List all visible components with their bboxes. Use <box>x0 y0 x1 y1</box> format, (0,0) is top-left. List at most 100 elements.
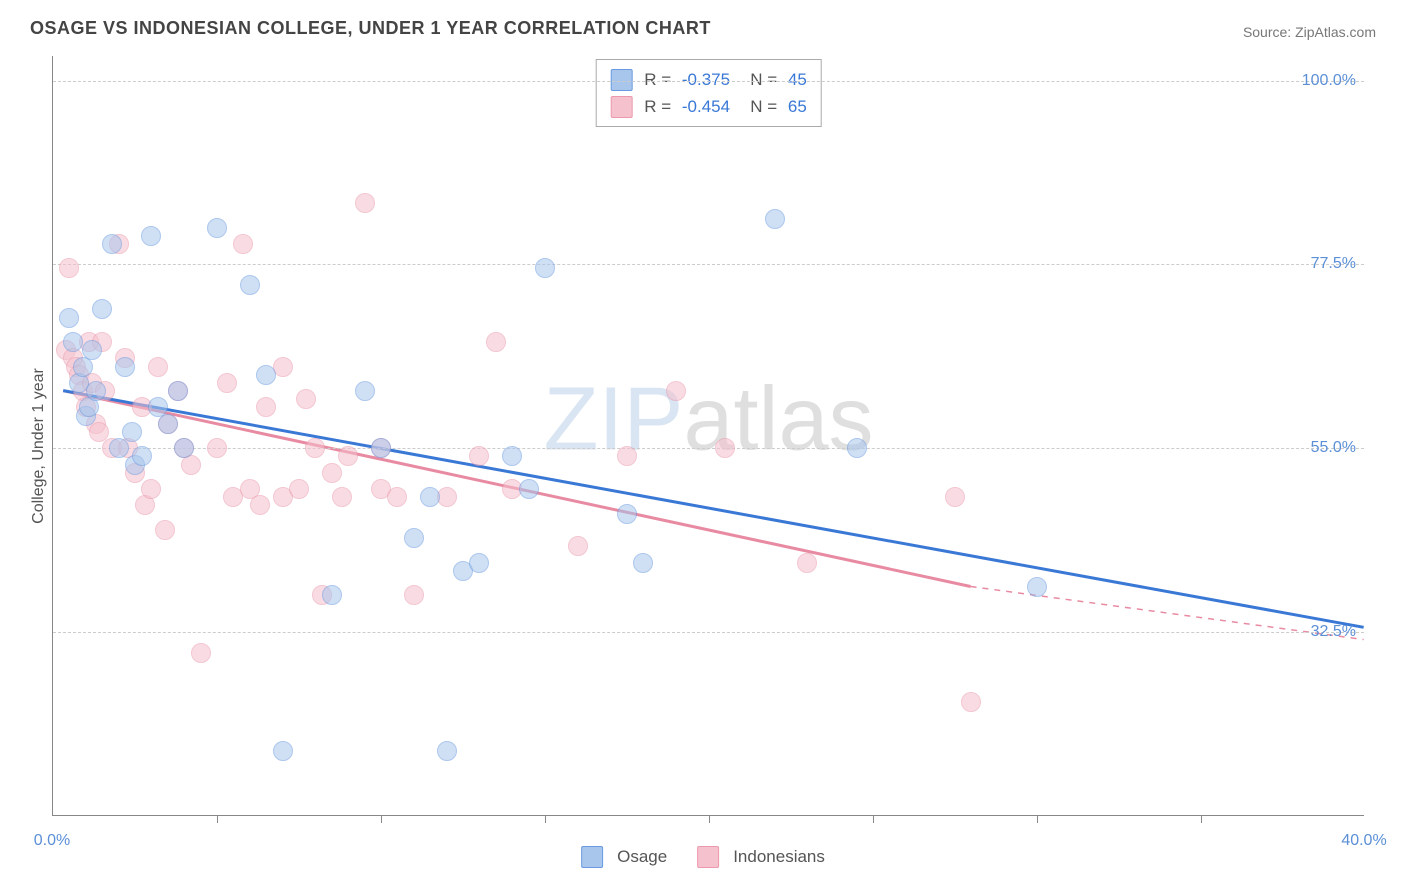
scatter-point-osage <box>404 528 424 548</box>
scatter-point-osage <box>437 741 457 761</box>
legend-item-osage: Osage <box>581 846 667 868</box>
scatter-point-osage <box>122 422 142 442</box>
watermark-zip: ZIP <box>543 370 683 470</box>
scatter-point-indonesians <box>666 381 686 401</box>
scatter-point-osage <box>132 446 152 466</box>
scatter-point-osage <box>519 479 539 499</box>
y-tick-label: 32.5% <box>1311 623 1356 641</box>
regression-lines <box>53 56 1364 815</box>
scatter-point-indonesians <box>355 193 375 213</box>
legend-item-indonesians: Indonesians <box>697 846 825 868</box>
y-tick-label: 77.5% <box>1311 255 1356 273</box>
scatter-point-osage <box>174 438 194 458</box>
scatter-point-osage <box>355 381 375 401</box>
y-axis-label: College, Under 1 year <box>30 368 48 524</box>
scatter-point-osage <box>158 414 178 434</box>
x-tick <box>545 815 546 823</box>
scatter-point-indonesians <box>617 446 637 466</box>
x-tick-label: 40.0% <box>1341 832 1386 850</box>
gridline-h <box>53 81 1364 82</box>
x-tick <box>381 815 382 823</box>
scatter-point-osage <box>371 438 391 458</box>
plot-area: ZIPatlas R = -0.375 N = 45 R = -0.454 N … <box>52 56 1364 816</box>
x-tick <box>1201 815 1202 823</box>
scatter-point-osage <box>765 209 785 229</box>
scatter-point-indonesians <box>469 446 489 466</box>
source-label: Source: ZipAtlas.com <box>1243 24 1376 40</box>
swatch-indonesians <box>610 96 632 118</box>
scatter-point-osage <box>168 381 188 401</box>
scatter-point-osage <box>240 275 260 295</box>
x-tick <box>873 815 874 823</box>
stat-r-label: R = <box>644 93 676 120</box>
scatter-point-osage <box>102 234 122 254</box>
chart-title: OSAGE VS INDONESIAN COLLEGE, UNDER 1 YEA… <box>30 18 711 39</box>
legend-label-indonesians: Indonesians <box>733 847 825 867</box>
scatter-point-indonesians <box>945 487 965 507</box>
scatter-point-indonesians <box>233 234 253 254</box>
scatter-point-osage <box>115 357 135 377</box>
scatter-point-osage <box>273 741 293 761</box>
scatter-point-indonesians <box>322 463 342 483</box>
scatter-point-osage <box>847 438 867 458</box>
scatter-point-indonesians <box>250 495 270 515</box>
scatter-point-osage <box>633 553 653 573</box>
scatter-point-indonesians <box>207 438 227 458</box>
x-tick <box>1037 815 1038 823</box>
scatter-point-indonesians <box>148 357 168 377</box>
scatter-point-osage <box>256 365 276 385</box>
scatter-point-indonesians <box>961 692 981 712</box>
scatter-point-indonesians <box>568 536 588 556</box>
scatter-point-indonesians <box>305 438 325 458</box>
legend-bottom: Osage Indonesians <box>581 846 825 868</box>
x-tick <box>709 815 710 823</box>
scatter-point-osage <box>109 438 129 458</box>
scatter-point-osage <box>82 340 102 360</box>
watermark-atlas: atlas <box>683 370 873 470</box>
scatter-point-osage <box>86 381 106 401</box>
scatter-point-osage <box>207 218 227 238</box>
watermark: ZIPatlas <box>543 369 873 472</box>
scatter-point-indonesians <box>486 332 506 352</box>
scatter-point-indonesians <box>59 258 79 278</box>
stat-n-label: N = <box>736 93 782 120</box>
stat-n-indonesians: 65 <box>788 93 807 120</box>
stat-r-indonesians: -0.454 <box>682 93 730 120</box>
y-tick-label: 100.0% <box>1302 72 1356 90</box>
scatter-point-indonesians <box>332 487 352 507</box>
y-tick-label: 55.0% <box>1311 439 1356 457</box>
swatch-osage <box>581 846 603 868</box>
legend-label-osage: Osage <box>617 847 667 867</box>
scatter-point-indonesians <box>797 553 817 573</box>
scatter-point-osage <box>420 487 440 507</box>
scatter-point-osage <box>469 553 489 573</box>
scatter-point-indonesians <box>715 438 735 458</box>
gridline-h <box>53 632 1364 633</box>
scatter-point-osage <box>535 258 555 278</box>
scatter-point-indonesians <box>296 389 316 409</box>
scatter-point-osage <box>617 504 637 524</box>
legend-stat-row-indonesians: R = -0.454 N = 65 <box>610 93 807 120</box>
scatter-point-osage <box>59 308 79 328</box>
gridline-h <box>53 264 1364 265</box>
x-tick <box>217 815 218 823</box>
scatter-point-osage <box>63 332 83 352</box>
scatter-point-osage <box>502 446 522 466</box>
scatter-point-indonesians <box>338 446 358 466</box>
scatter-point-indonesians <box>155 520 175 540</box>
scatter-point-osage <box>141 226 161 246</box>
legend-stats-box: R = -0.375 N = 45 R = -0.454 N = 65 <box>595 59 822 127</box>
scatter-point-osage <box>1027 577 1047 597</box>
x-tick-label: 0.0% <box>34 832 70 850</box>
swatch-indonesians <box>697 846 719 868</box>
scatter-point-indonesians <box>141 479 161 499</box>
scatter-point-osage <box>322 585 342 605</box>
scatter-point-indonesians <box>191 643 211 663</box>
scatter-point-indonesians <box>256 397 276 417</box>
scatter-point-indonesians <box>289 479 309 499</box>
scatter-point-indonesians <box>404 585 424 605</box>
scatter-point-indonesians <box>387 487 407 507</box>
scatter-point-indonesians <box>217 373 237 393</box>
scatter-point-osage <box>92 299 112 319</box>
gridline-h <box>53 448 1364 449</box>
